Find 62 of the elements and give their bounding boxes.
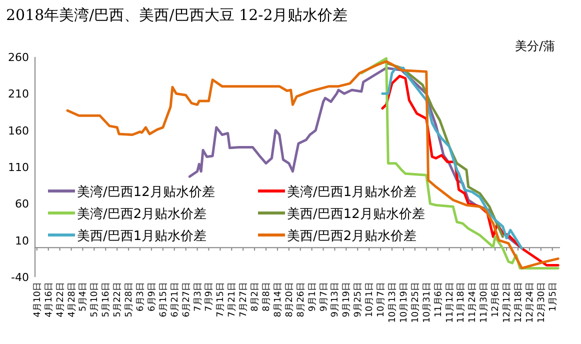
x-tick-label: 11月12日 <box>445 282 456 323</box>
x-tick-label: 9月25日 <box>354 282 364 318</box>
x-tick-label: 7月15日 <box>216 282 226 318</box>
x-tick-label: 7月9日 <box>204 282 215 312</box>
x-tick-label: 8月2日 <box>250 282 261 312</box>
x-tick-label: 11月6日 <box>434 282 444 318</box>
x-tick-label: 5月16日 <box>102 282 112 318</box>
x-tick-label: 12月6日 <box>491 282 502 318</box>
x-tick-label: 7月21日 <box>228 282 238 318</box>
legend-label: 美西/巴西12月贴水价差 <box>287 206 425 222</box>
x-tick-label: 10月25日 <box>410 282 421 323</box>
x-tick-label: 9月7日 <box>319 282 330 312</box>
legend-label: 美西/巴西1月贴水价差 <box>77 228 207 244</box>
x-tick-label: 11月30日 <box>480 282 490 323</box>
y-tick-label: 260 <box>8 51 29 64</box>
x-tick-label: 4月28日 <box>67 282 78 318</box>
x-tick-label: 12月12日 <box>502 282 513 323</box>
y-axis-title: 美分/蒲 <box>514 39 555 53</box>
x-tick-label: 8月26日 <box>296 282 306 318</box>
x-tick-label: 9月1日 <box>308 282 318 312</box>
x-tick-label: 7月27日 <box>239 282 250 318</box>
x-tick-label: 11月18日 <box>456 282 467 323</box>
y-tick-label: 10 <box>15 234 29 248</box>
y-tick-label: 160 <box>8 124 29 138</box>
legend-label: 美湾/巴西12月贴水价差 <box>77 184 215 200</box>
y-tick-label: 110 <box>8 161 29 174</box>
x-tick-label: 1月5日 <box>548 282 558 312</box>
y-tick-label: 60 <box>15 198 29 211</box>
x-tick-label: 6月21日 <box>170 282 180 318</box>
x-tick-label: 6月9日 <box>147 282 158 312</box>
x-tick-label: 10月7日 <box>376 282 387 318</box>
x-tick-label: 10月1日 <box>365 282 376 318</box>
x-tick-label: 7月3日 <box>193 282 204 312</box>
x-tick-label: 5月28日 <box>124 282 135 318</box>
x-tick-label: 6月15日 <box>158 282 169 318</box>
x-tick-label: 6月27日 <box>182 282 192 318</box>
x-tick-label: 10月31日 <box>422 282 432 323</box>
y-tick-label: 210 <box>8 88 29 101</box>
y-tick-label: -40 <box>11 271 29 284</box>
x-tick-label: 5月10日 <box>90 282 100 318</box>
x-tick-label: 10月13日 <box>388 282 398 323</box>
x-tick-label: 6月3日 <box>136 282 146 312</box>
legend-label: 美西/巴西2月贴水价差 <box>287 228 417 244</box>
x-tick-label: 5月22日 <box>113 282 124 318</box>
x-tick-label: 12月18日 <box>514 282 524 323</box>
x-tick-label: 4月16日 <box>44 282 54 318</box>
x-tick-label: 12月24日 <box>525 282 536 323</box>
x-tick-label: 4月22日 <box>56 282 66 318</box>
chart-title: 2018年美湾/巴西、美西/巴西大豆 12-2月贴水价差 <box>6 6 348 24</box>
x-tick-label: 10月19日 <box>399 282 410 323</box>
line-series <box>66 60 560 270</box>
x-tick-label: 8月14日 <box>273 282 284 318</box>
x-tick-label: 5月4日 <box>78 282 89 312</box>
x-tick-label: 8月8日 <box>262 282 272 312</box>
x-tick-label: 12月30日 <box>536 282 547 323</box>
x-tick-label: 8月20日 <box>284 282 295 318</box>
x-tick-label: 9月13日 <box>330 282 341 318</box>
x-tick-label: 9月19日 <box>342 282 352 318</box>
x-tick-label: 4月10日 <box>32 282 43 318</box>
legend-label: 美湾/巴西1月贴水价差 <box>287 184 417 200</box>
x-tick-label: 11月24日 <box>468 282 478 323</box>
legend-label: 美湾/巴西2月贴水价差 <box>77 206 207 222</box>
